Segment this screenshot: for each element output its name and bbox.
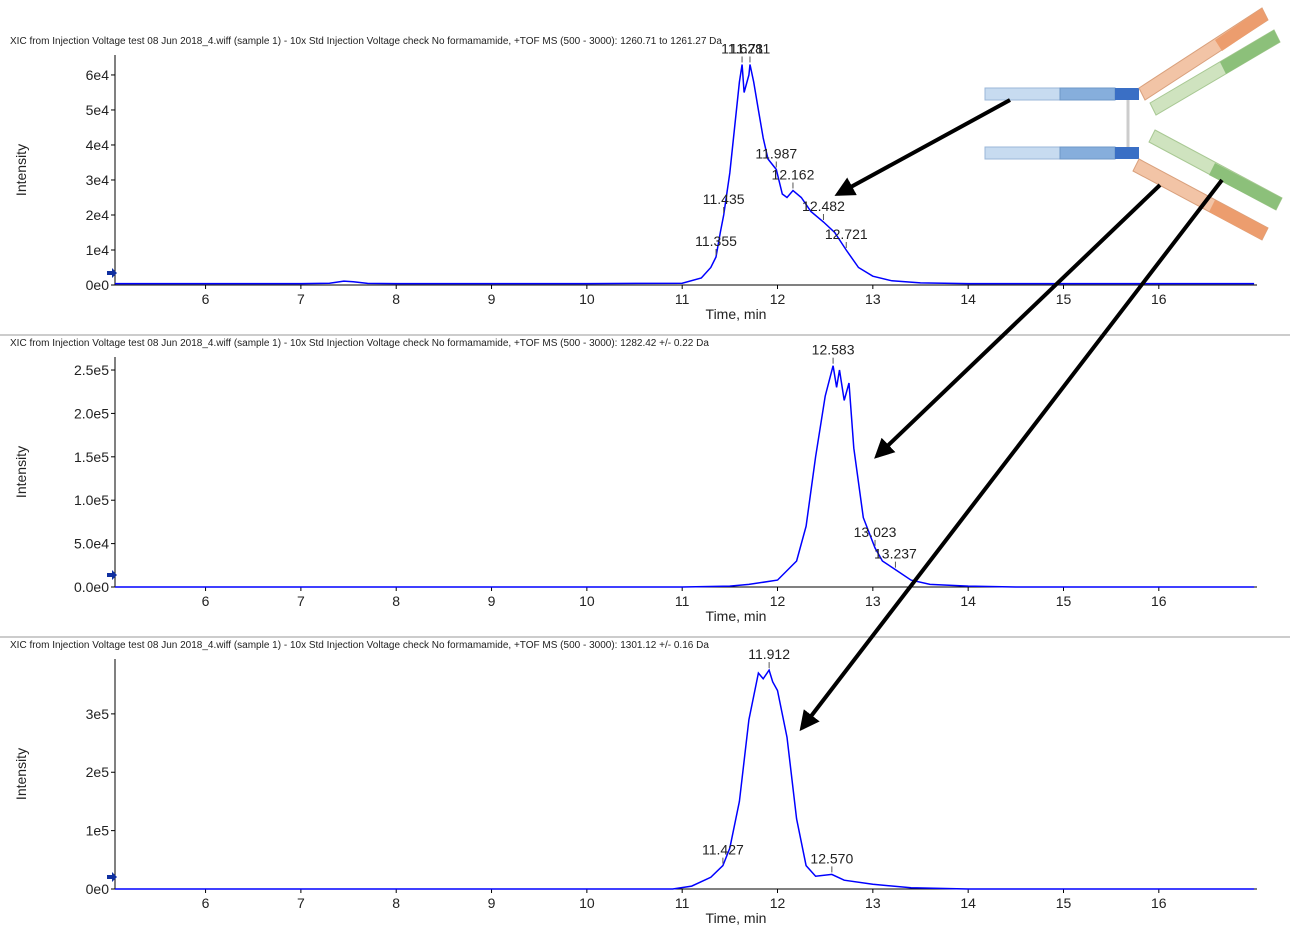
x-axis-label: Time, min (706, 910, 767, 926)
x-tick-label: 12 (770, 895, 786, 911)
y-tick-label: 1e4 (86, 242, 110, 258)
x-tick-label: 9 (488, 593, 496, 609)
y-tick-label: 0e0 (86, 881, 110, 897)
light-chain (1215, 8, 1268, 51)
x-tick-label: 16 (1151, 895, 1167, 911)
x-tick-label: 8 (392, 895, 400, 911)
y-axis-label: Intensity (13, 748, 29, 800)
y-tick-label: 1.0e5 (74, 492, 109, 508)
x-tick-label: 16 (1151, 291, 1167, 307)
y-tick-label: 4e4 (86, 137, 110, 153)
annotation: 12.721 (825, 226, 868, 242)
x-tick-label: 9 (488, 291, 496, 307)
annotation: 12.162 (772, 166, 815, 182)
annotation: 11.355 (695, 233, 737, 249)
x-tick-label: 14 (960, 291, 976, 307)
axis-marker (107, 872, 117, 882)
x-tick-label: 10 (579, 593, 595, 609)
x-tick-label: 6 (202, 895, 210, 911)
arrow (834, 98, 1011, 196)
axis-marker (107, 570, 117, 580)
axis-marker (107, 268, 117, 278)
x-tick-label: 11 (675, 291, 690, 307)
x-tick-label: 13 (865, 291, 881, 307)
y-tick-label: 2e4 (86, 207, 110, 223)
y-tick-label: 1.5e5 (74, 449, 109, 465)
data-line (115, 64, 1255, 285)
y-tick-label: 2.0e5 (74, 405, 109, 421)
x-tick-label: 14 (960, 593, 976, 609)
x-tick-label: 11 (675, 593, 690, 609)
x-axis-label: Time, min (706, 608, 767, 624)
annotation: 11.427 (702, 842, 744, 858)
x-tick-label: 16 (1151, 593, 1167, 609)
y-tick-label: 5e4 (86, 102, 110, 118)
y-tick-label: 1e5 (86, 823, 110, 839)
x-tick-label: 7 (297, 593, 305, 609)
x-axis-label: Time, min (706, 306, 767, 322)
x-tick-label: 13 (865, 593, 881, 609)
y-tick-label: 0.0e0 (74, 579, 109, 595)
annotation: 13.237 (874, 546, 917, 562)
charts: XIC from Injection Voltage test 08 Jun 2… (0, 36, 1290, 926)
x-tick-label: 14 (960, 895, 976, 911)
annotation: 13.023 (854, 524, 897, 540)
panel-title: XIC from Injection Voltage test 08 Jun 2… (10, 640, 709, 651)
light-chain (1209, 200, 1268, 240)
y-tick-label: 2.5e5 (74, 362, 109, 378)
x-tick-label: 8 (392, 593, 400, 609)
x-tick-label: 13 (865, 895, 881, 911)
annotation: 11.628 (721, 40, 763, 56)
antibody-diagram (799, 7, 1283, 732)
data-line (115, 365, 1255, 588)
y-tick-label: 5.0e4 (74, 536, 109, 552)
annotation: 12.482 (802, 198, 845, 214)
hinge (1115, 147, 1139, 159)
arrow (874, 183, 1162, 459)
arrow (799, 178, 1224, 732)
x-tick-label: 11 (675, 895, 690, 911)
x-tick-label: 9 (488, 895, 496, 911)
x-tick-label: 12 (770, 291, 786, 307)
heavy-chain (1059, 87, 1116, 101)
light-chain (1209, 163, 1282, 210)
heavy-chain (984, 146, 1061, 160)
y-tick-label: 2e5 (86, 764, 110, 780)
annotation: 11.435 (703, 191, 745, 207)
data-line (115, 668, 1255, 890)
y-tick-label: 3e4 (86, 172, 110, 188)
annotation: 12.570 (810, 850, 853, 866)
y-tick-label: 3e5 (86, 706, 110, 722)
heavy-chain (1059, 146, 1116, 160)
y-tick-label: 0e0 (86, 277, 110, 293)
panel-title: XIC from Injection Voltage test 08 Jun 2… (10, 36, 722, 47)
x-tick-label: 7 (297, 895, 305, 911)
x-tick-label: 8 (392, 291, 400, 307)
x-tick-label: 6 (202, 593, 210, 609)
annotation: 11.912 (748, 646, 790, 662)
panel-title: XIC from Injection Voltage test 08 Jun 2… (10, 338, 709, 349)
heavy-chain (984, 87, 1061, 101)
annotation: 12.583 (812, 342, 855, 358)
x-tick-label: 6 (202, 291, 210, 307)
hinge (1115, 88, 1139, 100)
x-tick-label: 12 (770, 593, 786, 609)
x-tick-label: 15 (1056, 291, 1072, 307)
x-tick-label: 7 (297, 291, 305, 307)
light-chain (1220, 30, 1280, 74)
x-tick-label: 15 (1056, 593, 1072, 609)
annotation: 11.987 (755, 145, 797, 161)
y-tick-label: 6e4 (86, 67, 110, 83)
y-axis-label: Intensity (13, 446, 29, 498)
x-tick-label: 10 (579, 291, 595, 307)
x-tick-label: 15 (1056, 895, 1072, 911)
y-axis-label: Intensity (13, 144, 29, 196)
annotation: 11.711 (730, 40, 771, 56)
x-tick-label: 10 (579, 895, 595, 911)
